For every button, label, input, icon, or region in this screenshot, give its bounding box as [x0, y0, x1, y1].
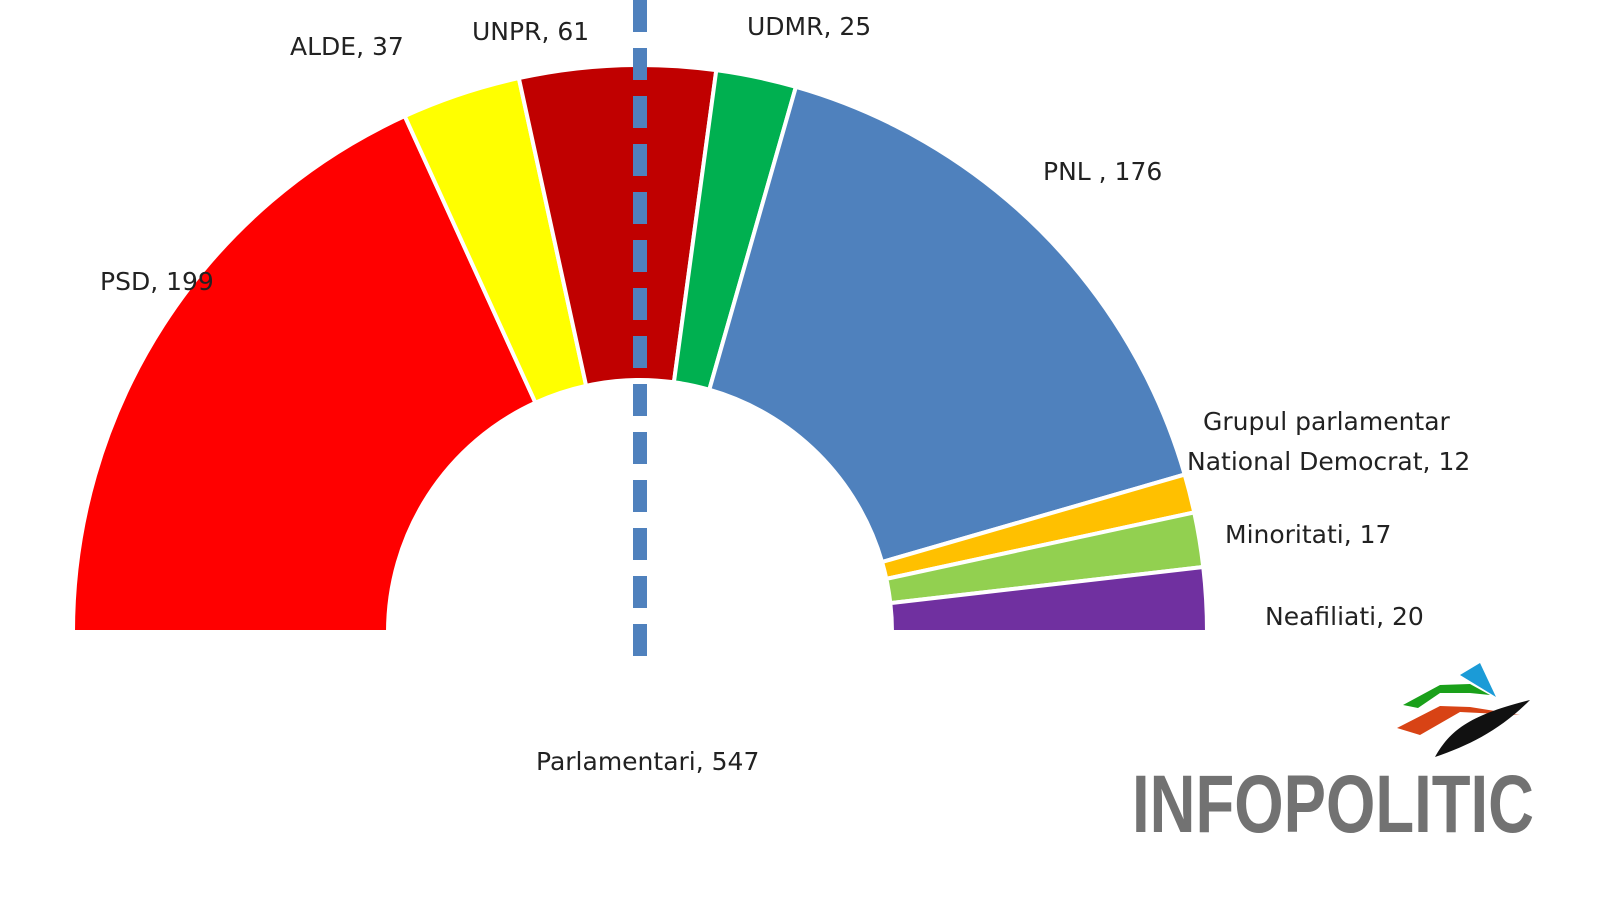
slice-pnl	[706, 84, 1188, 565]
logo-text: INFOPOLITIC	[1132, 759, 1534, 850]
slice-neafiliati	[888, 564, 1210, 634]
data-label: PSD, 199	[100, 267, 214, 296]
data-label: Neafiliati, 20	[1265, 602, 1424, 631]
data-label: Minoritati, 17	[1225, 520, 1391, 549]
slice-psd	[70, 113, 539, 634]
data-label: UDMR, 25	[747, 12, 871, 41]
total-label: Parlamentari, 547	[536, 747, 759, 776]
logo-black-swoosh	[1435, 700, 1530, 757]
data-label: Grupul parlamentar National Democrat, 12	[1187, 407, 1470, 476]
logo-green-chevron	[1403, 684, 1490, 708]
data-label: ALDE, 37	[290, 32, 404, 61]
infopolitic-logo: INFOPOLITIC	[1132, 663, 1534, 850]
data-label: UNPR, 61	[472, 17, 589, 46]
data-label: PNL , 176	[1043, 157, 1162, 186]
slices	[70, 63, 1210, 634]
logo-blue-triangle	[1460, 663, 1496, 697]
data-labels: PSD, 199 ALDE, 37 UNPR, 61 UDMR, 25 PNL , 17…	[100, 12, 1470, 631]
